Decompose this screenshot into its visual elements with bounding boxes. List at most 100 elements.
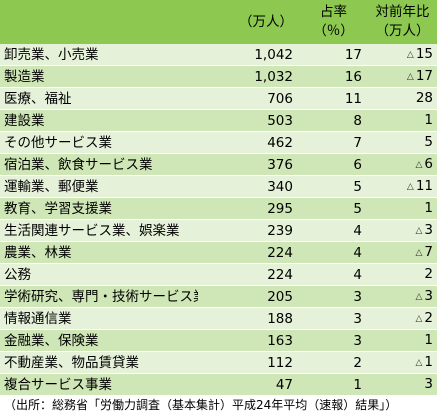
- header-change-unit: （万人）: [375, 23, 430, 39]
- change-cell: △ 1: [368, 351, 437, 374]
- workers-value: 205: [198, 285, 299, 308]
- change-cell: 1: [368, 109, 437, 132]
- table-row: 農業、林業 224 4 △ 7: [0, 241, 437, 264]
- workers-value: 47: [198, 373, 299, 395]
- change-cell: 28: [368, 87, 437, 110]
- industry-name: 教育、学習支援業: [0, 197, 198, 220]
- change-value: 1: [424, 112, 433, 128]
- change-value: 2: [424, 266, 433, 282]
- change-value: 3: [424, 288, 433, 304]
- decrease-triangle-icon: △: [415, 248, 423, 258]
- industry-name: 製造業: [0, 65, 198, 88]
- table-row: 学術研究、専門・技術サービス業 205 3 △ 3: [0, 285, 437, 308]
- change-value: 17: [415, 68, 433, 84]
- table-row: 卸売業、小売業 1,042 17 △ 15: [0, 44, 437, 66]
- share-value: 6: [299, 153, 368, 176]
- workers-value: 503: [198, 109, 299, 132]
- table-row: 建設業 503 8 1: [0, 109, 437, 132]
- industry-name: 建設業: [0, 109, 198, 132]
- header-share: 占率 （％）: [299, 0, 368, 44]
- decrease-triangle-icon: △: [415, 226, 423, 236]
- change-cell: △ 17: [368, 65, 437, 88]
- header-row: （万人） 占率 （％） 対前年比 （万人）: [0, 0, 437, 44]
- industry-name: 不動産業、物品賃貸業: [0, 351, 198, 374]
- change-value: 5: [424, 134, 433, 150]
- change-value: 2: [424, 310, 433, 326]
- share-value: 1: [299, 373, 368, 395]
- decrease-triangle-icon: △: [415, 358, 423, 368]
- workers-value: 376: [198, 153, 299, 176]
- workers-value: 462: [198, 131, 299, 154]
- change-value: 3: [424, 376, 433, 392]
- share-value: 5: [299, 197, 368, 220]
- table-row: 運輸業、郵便業 340 5 △ 11: [0, 175, 437, 198]
- change-value: 1: [424, 332, 433, 348]
- share-value: 4: [299, 219, 368, 242]
- change-cell: △ 6: [368, 153, 437, 176]
- workers-value: 163: [198, 329, 299, 352]
- change-value: 1: [424, 354, 433, 370]
- change-value: 3: [424, 222, 433, 238]
- industry-name: 金融業、保険業: [0, 329, 198, 352]
- industry-name: 公務: [0, 263, 198, 286]
- decrease-triangle-icon: △: [406, 182, 414, 192]
- change-cell: 2: [368, 263, 437, 286]
- change-cell: △ 3: [368, 219, 437, 242]
- change-cell: △ 11: [368, 175, 437, 198]
- header-workers: （万人）: [198, 0, 299, 44]
- header-workers-unit: （万人）: [239, 13, 293, 30]
- share-value: 3: [299, 285, 368, 308]
- table-row: 宿泊業、飲食サービス業 376 6 △ 6: [0, 153, 437, 176]
- share-value: 5: [299, 175, 368, 198]
- share-value: 2: [299, 351, 368, 374]
- industry-name: 学術研究、専門・技術サービス業: [0, 285, 198, 308]
- change-cell: △ 2: [368, 307, 437, 330]
- workers-value: 295: [198, 197, 299, 220]
- share-value: 3: [299, 329, 368, 352]
- share-value: 17: [344, 46, 362, 63]
- share-value: 16: [299, 65, 368, 88]
- change-value: 15: [415, 46, 433, 62]
- change-value: 7: [424, 244, 433, 260]
- table-body: 卸売業、小売業 1,042 17 △ 15 製造業 1,032 16 △ 17 医療、福祉 706 11…: [0, 44, 437, 395]
- table-row: 金融業、保険業 163 3 1: [0, 329, 437, 352]
- decrease-triangle-icon: △: [415, 292, 423, 302]
- industry-name: 宿泊業、飲食サービス業: [0, 153, 198, 176]
- change-cell: △ 15: [368, 44, 437, 66]
- industry-name: 情報通信業: [0, 307, 198, 330]
- industry-name: 医療、福祉: [0, 87, 198, 110]
- change-value: 11: [415, 178, 433, 194]
- table-row: 製造業 1,032 16 △ 17: [0, 65, 437, 88]
- share-value: 11: [299, 87, 368, 110]
- change-cell: △ 3: [368, 285, 437, 308]
- decrease-triangle-icon: △: [406, 50, 414, 60]
- share-value: 7: [299, 131, 368, 154]
- table-row: 医療、福祉 706 11 28: [0, 87, 437, 110]
- decrease-triangle-icon: △: [415, 160, 423, 170]
- change-cell: 3: [368, 373, 437, 395]
- workers-value: 1,042: [254, 46, 293, 63]
- share-value: 8: [299, 109, 368, 132]
- header-change: 対前年比 （万人）: [368, 0, 437, 44]
- share-value: 4: [299, 241, 368, 264]
- table-header: （万人） 占率 （％） 対前年比 （万人）: [0, 0, 437, 44]
- change-cell: △ 7: [368, 241, 437, 264]
- workers-value: 224: [198, 241, 299, 264]
- change-cell: 5: [368, 131, 437, 154]
- header-industry: [0, 0, 198, 44]
- workers-value: 188: [198, 307, 299, 330]
- industry-name: 複合サービス事業: [0, 373, 198, 395]
- table-row: その他サービス業 462 7 5: [0, 131, 437, 154]
- workers-value: 1,032: [198, 65, 299, 88]
- industry-name: その他サービス業: [0, 131, 198, 154]
- workers-value: 112: [198, 351, 299, 374]
- change-cell: 1: [368, 197, 437, 220]
- workers-value: 706: [198, 87, 299, 110]
- decrease-triangle-icon: △: [406, 72, 414, 82]
- change-value: 28: [415, 90, 433, 106]
- header-share-title: 占率: [320, 4, 347, 20]
- workers-value: 239: [198, 219, 299, 242]
- change-value: 1: [424, 200, 433, 216]
- industry-name: 農業、林業: [0, 241, 198, 264]
